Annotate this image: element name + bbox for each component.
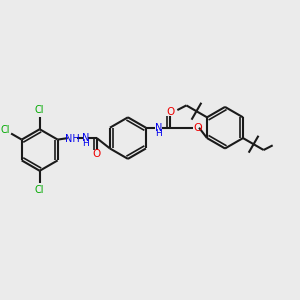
Text: Cl: Cl [35, 105, 44, 115]
Text: H: H [155, 129, 162, 138]
Text: NH: NH [65, 134, 80, 144]
Text: H: H [82, 139, 89, 148]
Text: O: O [193, 123, 202, 133]
Text: N: N [155, 123, 162, 133]
Text: O: O [166, 107, 175, 117]
Text: Cl: Cl [35, 185, 44, 195]
Text: O: O [93, 149, 101, 159]
Text: Cl: Cl [1, 125, 10, 135]
Text: N: N [82, 133, 89, 143]
